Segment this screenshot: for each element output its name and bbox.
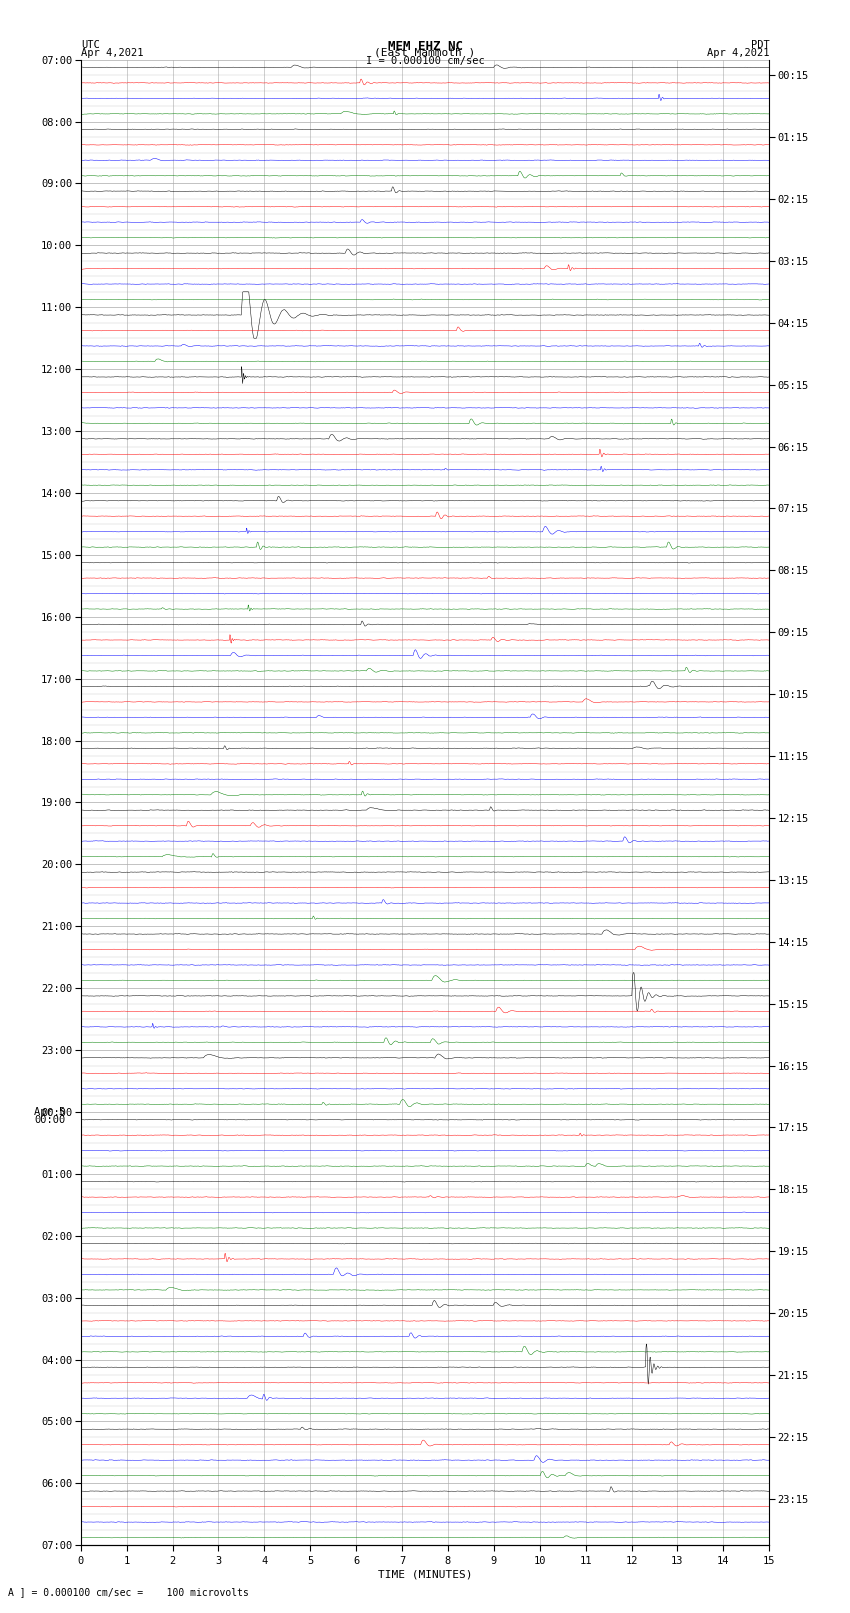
X-axis label: TIME (MINUTES): TIME (MINUTES) xyxy=(377,1569,473,1579)
Text: Apr 4,2021: Apr 4,2021 xyxy=(706,47,769,58)
Text: A ] = 0.000100 cm/sec =    100 microvolts: A ] = 0.000100 cm/sec = 100 microvolts xyxy=(8,1587,249,1597)
Text: MEM EHZ NC: MEM EHZ NC xyxy=(388,39,462,53)
Text: (East Mammoth ): (East Mammoth ) xyxy=(374,47,476,58)
Text: Apr 5: Apr 5 xyxy=(34,1107,65,1116)
Text: PDT: PDT xyxy=(751,39,769,50)
Text: I = 0.000100 cm/sec: I = 0.000100 cm/sec xyxy=(366,56,484,66)
Text: Apr 4,2021: Apr 4,2021 xyxy=(81,47,144,58)
Text: UTC: UTC xyxy=(81,39,99,50)
Text: 00:00: 00:00 xyxy=(34,1115,65,1124)
